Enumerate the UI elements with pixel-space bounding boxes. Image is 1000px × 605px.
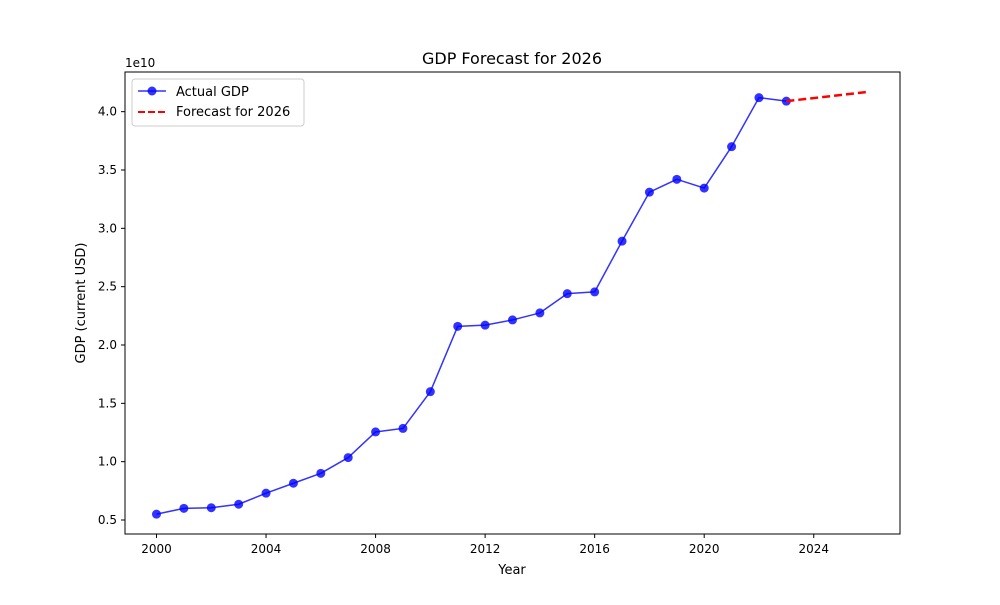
x-tick-label: 2000 — [141, 542, 172, 556]
y-tick-label: 1.5 — [98, 396, 117, 410]
y-offset-label: 1e10 — [125, 56, 155, 70]
actual-gdp-point — [288, 478, 298, 488]
actual-gdp-point — [343, 453, 353, 463]
y-axis: 0.5 1.0 1.5 2.0 2.5 3.0 3.5 4.0 — [98, 105, 125, 527]
y-axis-label: GDP (current USD) — [74, 242, 89, 363]
plot-frame — [124, 71, 901, 535]
series-layer — [151, 90, 869, 519]
y-tick-label: 1.0 — [98, 455, 117, 469]
forecast-line — [786, 90, 869, 103]
x-tick-label: 2004 — [251, 542, 282, 556]
legend-box — [131, 78, 305, 127]
actual-gdp-point — [508, 315, 517, 325]
legend-label-forecast: Forecast for 2026 — [176, 105, 290, 120]
x-tick-label: 2012 — [470, 542, 501, 556]
actual-gdp-point — [425, 387, 435, 397]
x-tick-label: 2024 — [798, 542, 829, 556]
x-tick-label: 2020 — [689, 542, 720, 556]
actual-gdp-point — [316, 468, 326, 478]
x-axis-label: Year — [497, 563, 526, 578]
actual-gdp-point — [151, 509, 161, 519]
actual-gdp-point — [371, 427, 381, 437]
actual-gdp-line — [156, 96, 787, 515]
actual-gdp-point — [535, 308, 545, 318]
actual-gdp-point — [179, 503, 189, 513]
y-tick-label: 0.5 — [98, 513, 117, 527]
actual-gdp-point — [234, 499, 244, 509]
actual-gdp-point — [672, 174, 682, 184]
actual-gdp-point — [398, 423, 408, 433]
y-tick-label: 2.5 — [98, 280, 117, 294]
x-axis: 2000 2004 2008 2012 2016 2020 2024 — [141, 534, 829, 556]
y-tick-label: 2.0 — [98, 338, 117, 352]
actual-gdp-point — [590, 287, 600, 297]
actual-gdp-point — [644, 187, 654, 197]
y-tick-label: 3.5 — [98, 163, 117, 177]
legend-marker-actual-gdp — [147, 86, 157, 96]
actual-gdp-point — [617, 236, 627, 246]
actual-gdp-point — [754, 93, 764, 103]
y-tick-label: 4.0 — [98, 105, 117, 119]
legend-label-actual-gdp: Actual GDP — [176, 85, 249, 100]
y-tick-label: 3.0 — [98, 221, 117, 235]
legend: Actual GDP Forecast for 2026 — [131, 78, 305, 127]
actual-gdp-point — [453, 321, 463, 331]
actual-gdp-point — [480, 320, 490, 330]
actual-gdp-point — [562, 289, 572, 299]
actual-gdp-point — [727, 142, 737, 152]
x-tick-label: 2016 — [579, 542, 610, 556]
actual-gdp-point — [206, 503, 216, 513]
actual-gdp-point — [699, 183, 709, 193]
actual-gdp-point — [261, 488, 271, 498]
x-tick-label: 2008 — [360, 542, 391, 556]
chart-title: GDP Forecast for 2026 — [422, 49, 602, 68]
